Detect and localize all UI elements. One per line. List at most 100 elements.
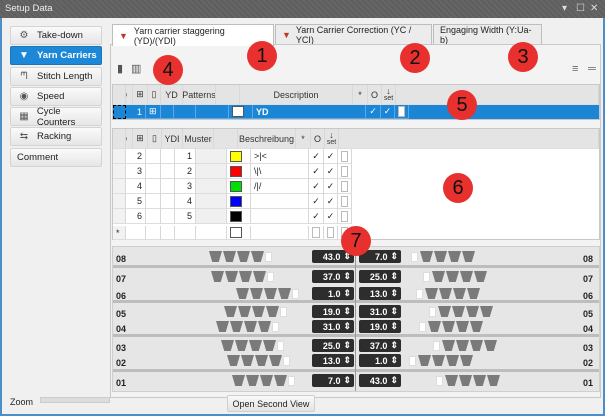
right-offset-spinner[interactable]: 37.0 ⇕ [359,339,401,352]
carrier-position-marker[interactable] [423,272,430,282]
maximize-icon[interactable]: ☐ [576,3,585,14]
minimize-icon[interactable]: ▾ [562,3,568,14]
color-swatch[interactable] [232,106,244,117]
star-cell[interactable]: ✓ [309,194,324,209]
color-swatch[interactable] [230,210,242,222]
left-offset-spinner[interactable]: 37.0 ⇕ [312,270,354,283]
table-row[interactable]: 4 3/|/✓ ✓ [113,179,599,194]
color-cell[interactable] [227,164,251,179]
spinner-arrows-icon[interactable]: ⇕ [343,340,351,350]
set-checkbox[interactable] [341,195,348,207]
spinner-arrows-icon[interactable]: ⇕ [343,271,351,281]
o-cell[interactable]: ✓ [324,164,338,179]
table-row[interactable]: 3 2 \|\ ✓ ✓ [113,164,599,179]
left-offset-spinner[interactable]: 7.0 ⇕ [312,374,354,387]
left-offset-spinner[interactable]: 13.0 ⇕ [312,354,354,367]
star-cell[interactable]: ✓ [309,209,324,224]
tab-yarn-carrier-correction[interactable]: ▼ Yarn Carrier Correction (YC / YCI) [275,24,432,45]
sidebar-item-comment[interactable]: Comment [10,148,102,167]
carrier-tool-icon[interactable]: ▮ [117,63,124,75]
set-checkbox[interactable] [341,210,348,222]
spinner-arrows-icon[interactable]: ⇕ [390,251,398,261]
left-offset-spinner[interactable]: 19.0 ⇕ [312,305,354,318]
carrier-position-marker[interactable] [429,307,436,317]
carrier-position-marker[interactable] [277,341,284,351]
set-cell[interactable] [338,149,352,164]
carrier-position-marker[interactable] [433,341,440,351]
right-offset-spinner[interactable]: 43.0 ⇕ [359,374,401,387]
color-swatch[interactable] [230,180,242,192]
close-icon[interactable]: ✕ [590,3,599,14]
set-checkbox[interactable] [341,180,348,192]
spinner-arrows-icon[interactable]: ⇕ [343,355,351,365]
o-cell[interactable]: ✓ [324,179,338,194]
right-offset-spinner[interactable]: 25.0 ⇕ [359,270,401,283]
layout-split-icon[interactable]: ≡ [572,63,579,75]
color-swatch[interactable] [230,227,242,238]
checkbox[interactable] [327,227,334,238]
o-cell[interactable]: ✓ [324,149,338,164]
o-cell[interactable]: ✓ [381,105,395,119]
carrier-position-marker[interactable] [283,356,290,366]
right-offset-spinner[interactable]: 19.0 ⇕ [359,320,401,333]
table-row[interactable]: 5 4 ✓ ✓ [113,194,599,209]
sidebar-item-speed[interactable]: ◉ Speed [10,87,102,106]
spinner-arrows-icon[interactable]: ⇕ [390,340,398,350]
carrier-position-marker[interactable] [280,307,287,317]
layout-single-icon[interactable]: ═ [588,63,596,75]
spinner-arrows-icon[interactable]: ⇕ [343,321,351,331]
open-second-view-button[interactable]: Open Second View [227,395,315,412]
carrier-position-marker[interactable] [409,356,416,366]
carrier-position-marker[interactable] [411,252,418,262]
sidebar-item-cycle-counters[interactable]: ▦ Cycle Counters [10,106,102,128]
set-cell[interactable] [338,209,352,224]
zoom-slider[interactable] [40,397,110,403]
star-cell[interactable]: ✓ [309,179,324,194]
expand-icon[interactable]: ⊞ [149,106,157,116]
o-cell[interactable]: ✓ [324,194,338,209]
carrier-position-marker[interactable] [436,376,443,386]
table-row[interactable]: 6 5 ✓ ✓ [113,209,599,224]
sidebar-item-take-down[interactable]: ⚙ Take-down [10,26,102,45]
table-row[interactable]: 1 ⊞ YD ✓ ✓ [113,105,599,119]
left-offset-spinner[interactable]: 1.0 ⇕ [312,287,354,300]
set-cell[interactable] [395,105,409,119]
right-offset-spinner[interactable]: 1.0 ⇕ [359,354,401,367]
set-cell[interactable] [338,164,352,179]
set-checkbox[interactable] [341,150,348,162]
carrier-position-marker[interactable] [272,322,279,332]
spinner-arrows-icon[interactable]: ⇕ [390,321,398,331]
sidebar-item-yarn-carriers[interactable]: ▼ Yarn Carriers [10,46,102,65]
sidebar-item-racking[interactable]: ⇆ Racking [10,127,102,146]
left-offset-spinner[interactable]: 25.0 ⇕ [312,339,354,352]
color-swatch[interactable] [230,150,242,162]
star-cell[interactable]: ✓ [309,149,324,164]
star-cell[interactable]: ✓ [366,105,381,119]
left-offset-spinner[interactable]: 43.0 ⇕ [312,250,354,263]
table-row[interactable]: 2 1 >|< ✓ ✓ [113,149,599,164]
right-offset-spinner[interactable]: 13.0 ⇕ [359,287,401,300]
set-cell[interactable] [338,179,352,194]
spinner-arrows-icon[interactable]: ⇕ [390,375,398,385]
carrier-position-marker[interactable] [267,272,274,282]
spinner-arrows-icon[interactable]: ⇕ [390,288,398,298]
color-cell[interactable] [227,149,251,164]
right-offset-spinner[interactable]: 31.0 ⇕ [359,305,401,318]
spinner-arrows-icon[interactable]: ⇕ [343,251,351,261]
set-checkbox[interactable] [341,165,348,177]
spinner-arrows-icon[interactable]: ⇕ [343,375,351,385]
carrier-position-marker[interactable] [419,322,426,332]
set-cell[interactable] [338,194,352,209]
color-cell[interactable] [229,105,253,119]
spinner-arrows-icon[interactable]: ⇕ [343,306,351,316]
spinner-arrows-icon[interactable]: ⇕ [390,306,398,316]
spinner-arrows-icon[interactable]: ⇕ [390,355,398,365]
right-offset-spinner[interactable]: 7.0 ⇕ [359,250,401,263]
spinner-arrows-icon[interactable]: ⇕ [343,288,351,298]
carrier-position-marker[interactable] [265,252,272,262]
carrier-position-marker[interactable] [288,376,295,386]
sidebar-item-stitch-length[interactable]: ᘉ Stitch Length [10,67,102,86]
o-cell[interactable]: ✓ [324,209,338,224]
tab-engaging-width[interactable]: Engaging Width (Y:Ua-b) [433,24,542,45]
color-swatch[interactable] [230,165,242,177]
